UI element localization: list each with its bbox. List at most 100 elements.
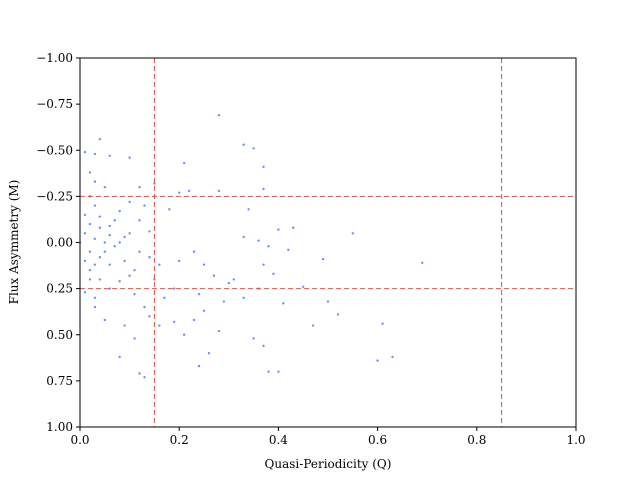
point — [207, 352, 211, 355]
y-tick-label: 0.00 — [46, 236, 73, 250]
x-tick-label: 0.2 — [170, 433, 189, 447]
point — [197, 292, 201, 296]
point — [128, 200, 131, 204]
x-tick-label: 0.8 — [467, 433, 486, 447]
point — [93, 263, 97, 266]
y-axis-label: Flux Asymmetry (M) — [7, 180, 21, 305]
x-axis-label: Quasi-Periodicity (Q) — [265, 457, 392, 471]
point — [103, 241, 107, 244]
point — [138, 250, 141, 253]
point — [108, 263, 111, 266]
y-tick-label: −0.50 — [36, 143, 73, 157]
y-tick-label: −1.00 — [36, 51, 73, 65]
point — [262, 344, 265, 348]
point — [267, 370, 270, 373]
point — [232, 278, 235, 281]
point — [93, 305, 97, 309]
point — [118, 209, 121, 213]
point — [83, 232, 87, 235]
point — [98, 256, 102, 259]
y-tick-label: 1.00 — [46, 420, 73, 434]
point — [123, 324, 126, 327]
point — [277, 370, 280, 373]
point — [178, 191, 181, 194]
point — [138, 372, 141, 375]
point — [178, 259, 181, 263]
point — [128, 232, 131, 235]
y-tick-label: 0.75 — [46, 374, 73, 388]
point — [262, 263, 265, 266]
point — [242, 296, 245, 300]
point — [133, 337, 136, 340]
point — [108, 154, 111, 157]
point — [83, 259, 87, 263]
point — [93, 296, 97, 300]
point — [257, 239, 260, 242]
point — [148, 230, 151, 233]
point — [267, 244, 270, 248]
x-tick-label: 0.6 — [368, 433, 387, 447]
point — [381, 322, 384, 325]
point — [113, 219, 116, 222]
point — [128, 274, 131, 277]
point — [123, 235, 126, 239]
point — [376, 359, 379, 362]
point — [277, 228, 280, 231]
point — [108, 233, 111, 237]
y-tick-label: 0.25 — [46, 282, 73, 296]
point — [212, 274, 216, 277]
point — [182, 161, 186, 165]
point — [217, 329, 221, 333]
point — [321, 257, 325, 261]
point — [98, 215, 102, 218]
point — [88, 268, 92, 272]
point — [108, 287, 111, 290]
point — [158, 324, 161, 327]
point — [118, 241, 121, 244]
point — [336, 313, 340, 316]
point — [272, 272, 275, 276]
point — [138, 219, 141, 222]
point — [148, 256, 151, 259]
point — [287, 248, 290, 252]
point — [173, 320, 176, 324]
point — [217, 113, 221, 117]
point — [133, 292, 136, 296]
point — [88, 171, 92, 174]
point — [222, 300, 226, 303]
point — [153, 182, 156, 185]
point — [192, 318, 196, 322]
point — [282, 302, 285, 305]
point — [173, 287, 176, 290]
point — [98, 137, 102, 141]
point — [128, 156, 131, 159]
x-tick-label: 1.0 — [566, 433, 585, 447]
point — [98, 278, 102, 281]
point — [311, 324, 315, 327]
point — [93, 237, 97, 241]
point — [143, 375, 146, 379]
point — [227, 281, 230, 285]
point — [202, 309, 206, 312]
point — [197, 364, 201, 368]
point — [391, 355, 394, 359]
point — [143, 305, 146, 309]
x-tick-label: 0.4 — [269, 433, 288, 447]
point — [252, 147, 255, 150]
point — [247, 208, 250, 211]
point — [202, 263, 206, 266]
point — [302, 285, 305, 288]
point — [153, 278, 156, 281]
plot-frame — [79, 57, 577, 428]
point — [351, 232, 354, 235]
point — [192, 250, 196, 253]
point — [326, 300, 330, 303]
point — [292, 226, 295, 229]
y-tick-label: −0.25 — [36, 189, 73, 203]
point — [83, 213, 87, 217]
point — [113, 244, 116, 248]
point — [103, 318, 107, 322]
point — [143, 204, 146, 207]
point — [98, 226, 102, 229]
